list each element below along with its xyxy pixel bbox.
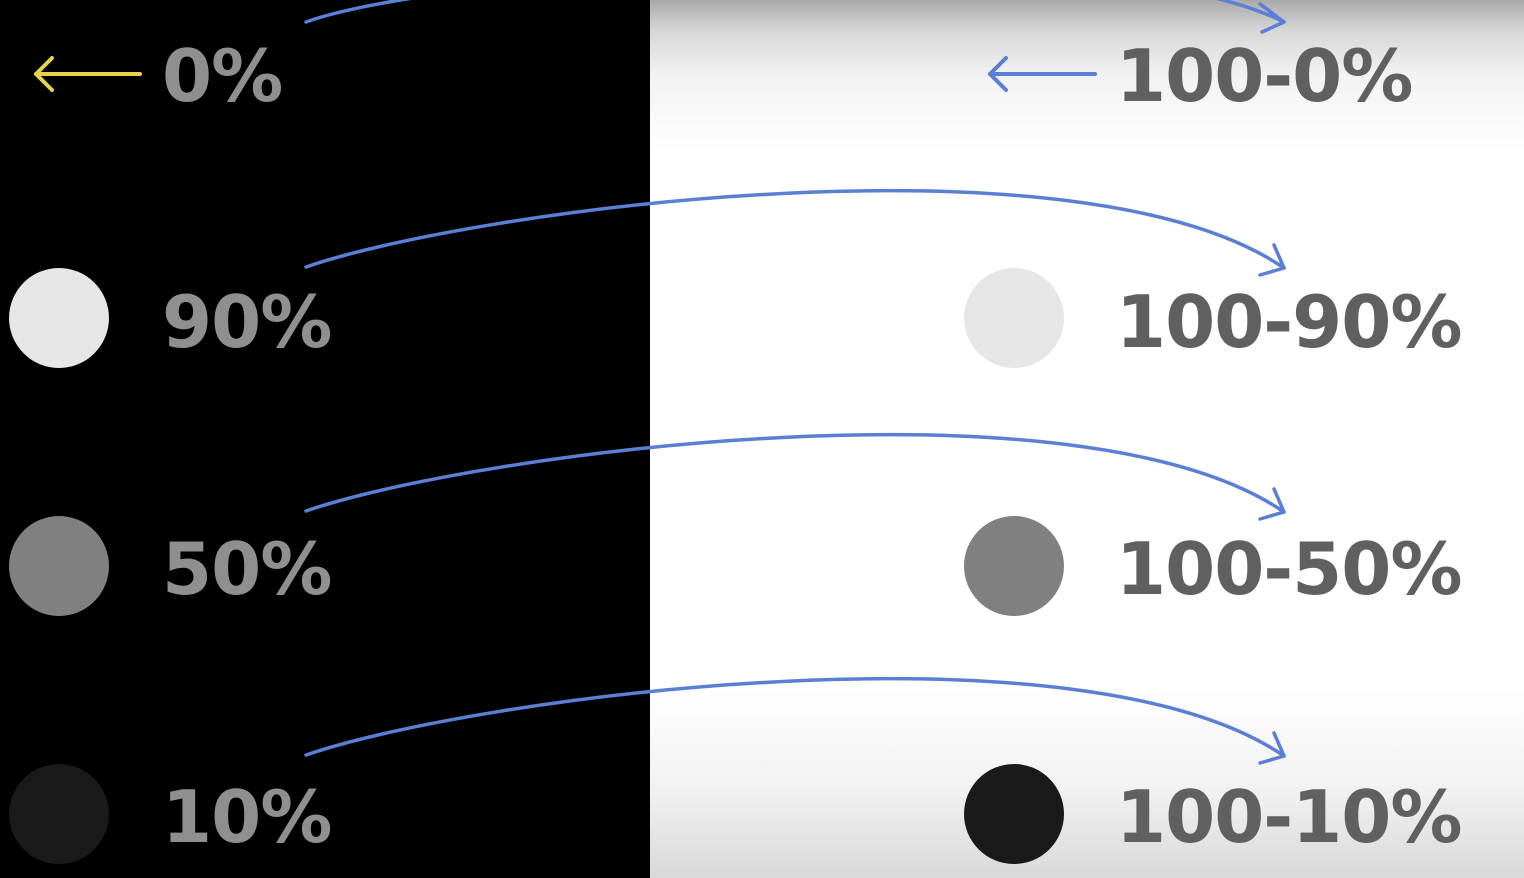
right-label-1: 100-90%	[1116, 280, 1463, 364]
left-label-1: 90%	[162, 280, 332, 364]
left-label-3: 10%	[162, 775, 332, 859]
light-panel	[650, 0, 1524, 878]
right-label-0: 100-0%	[1116, 34, 1413, 118]
swatch-left-90	[9, 268, 109, 368]
swatch-left-50	[9, 516, 109, 616]
left-label-2: 50%	[162, 527, 332, 611]
swatch-right-10	[964, 764, 1064, 864]
left-label-0: 0%	[162, 34, 283, 118]
swatch-right-50	[964, 516, 1064, 616]
swatch-right-90	[964, 268, 1064, 368]
dark-panel	[0, 0, 650, 878]
right-label-2: 100-50%	[1116, 527, 1463, 611]
right-label-3: 100-10%	[1116, 775, 1463, 859]
swatch-left-10	[9, 764, 109, 864]
